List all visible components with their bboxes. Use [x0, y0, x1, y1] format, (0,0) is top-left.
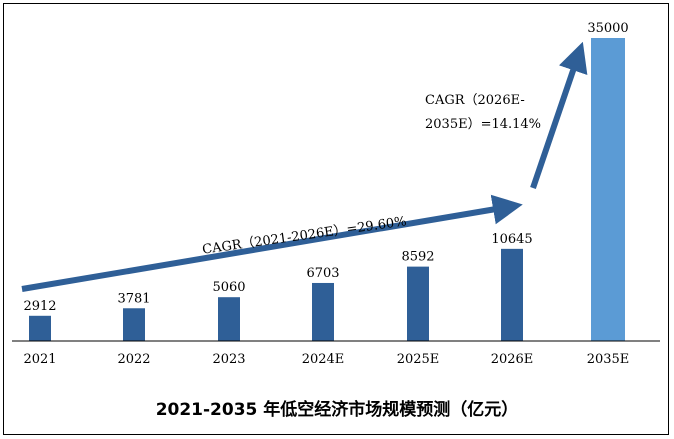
cagr-annotation-2-line1: CAGR（2026E-: [425, 93, 525, 108]
chart-title: 2021-2035 年低空经济市场规模预测（亿元）: [156, 399, 519, 420]
value-label-2035e: 35000: [587, 21, 628, 36]
value-label-2022: 3781: [117, 291, 150, 306]
chart-frame: [3, 3, 669, 435]
x-tick-label-2025e: 2025E: [397, 352, 440, 367]
bar-2021: [29, 315, 51, 341]
x-tick-label-2024e: 2024E: [302, 352, 345, 367]
bar-2035e: [591, 38, 625, 341]
bar-2024e: [312, 282, 334, 341]
cagr-arrow-2026-2035: [530, 41, 588, 189]
bar-2022: [123, 308, 145, 341]
cagr-annotation-1: CAGR（2021-2026E）=29.60%: [201, 214, 407, 258]
value-label-2026e: 10645: [491, 232, 532, 247]
bar-2023: [218, 297, 240, 341]
x-tick-label-2021: 2021: [23, 352, 56, 367]
value-label-2021: 2912: [23, 299, 56, 314]
value-label-2025e: 8592: [401, 250, 434, 265]
bar-2026e: [501, 248, 523, 341]
cagr-arrow-2021-2026: [21, 194, 523, 292]
x-tick-label-2035e: 2035E: [587, 352, 630, 367]
x-tick-label-2026e: 2026E: [491, 352, 534, 367]
value-label-2024e: 6703: [306, 266, 339, 281]
cagr-annotation-2-line2: 2035E）=14.14%: [425, 117, 541, 132]
bar-2025e: [407, 266, 429, 341]
value-label-2023: 5060: [212, 280, 245, 295]
x-tick-label-2022: 2022: [117, 352, 150, 367]
x-tick-label-2023: 2023: [212, 352, 245, 367]
